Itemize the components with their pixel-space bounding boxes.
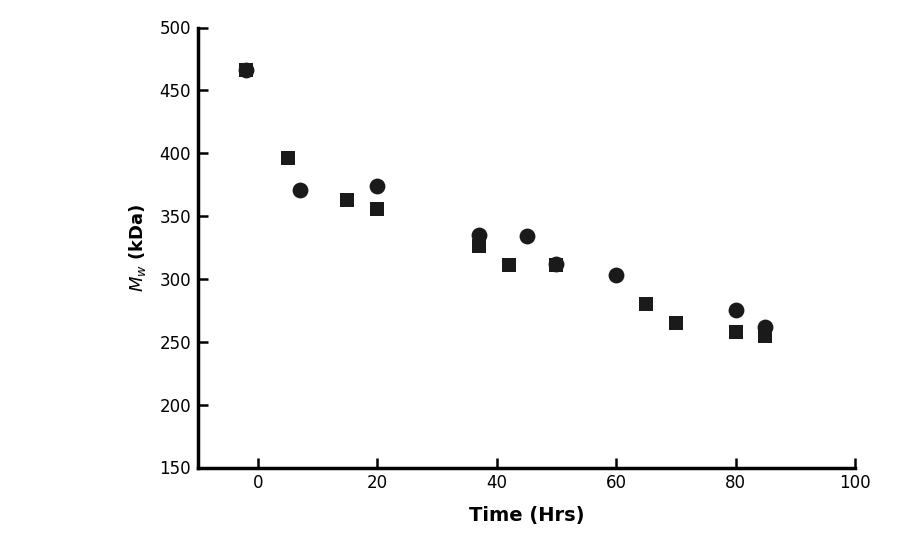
Point [472,242,486,251]
Point [340,195,355,204]
Point [238,66,253,75]
Point [639,300,653,309]
Point [758,322,772,331]
Point [549,261,563,270]
Point [758,331,772,340]
Point [292,185,307,194]
Point [238,66,253,75]
Point [728,327,742,336]
Y-axis label: $M_w$ (kDa): $M_w$ (kDa) [127,203,148,292]
Point [728,306,742,315]
Point [549,260,563,268]
Point [370,182,384,190]
Point [370,204,384,213]
Point [472,230,486,239]
Point [519,232,534,240]
Point [669,318,683,327]
Point [609,271,624,279]
Point [281,154,295,163]
Point [501,261,516,270]
X-axis label: Time (Hrs): Time (Hrs) [469,507,584,525]
